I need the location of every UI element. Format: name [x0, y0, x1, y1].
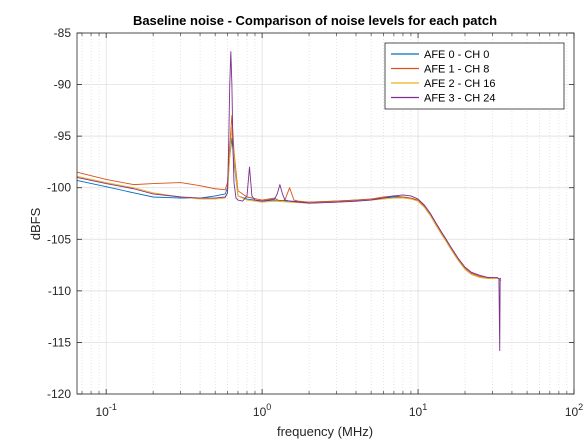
x-tick-label: 10-1 — [95, 402, 116, 419]
x-tick-label: 102 — [565, 402, 583, 419]
chart-title: Baseline noise - Comparison of noise lev… — [133, 13, 497, 28]
y-tick-label: -115 — [48, 335, 71, 349]
minor-grid — [81, 33, 568, 394]
series-line-2 — [76, 127, 502, 281]
legend-entry-2: AFE 2 - CH 16 — [424, 78, 496, 90]
y-axis-label: dBFS — [28, 207, 43, 240]
legend: AFE 0 - CH 0 AFE 1 - CH 8 AFE 2 - CH 16 AFE… — [384, 42, 565, 110]
y-tick-label: -85 — [54, 26, 72, 40]
y-tick-label: -95 — [54, 129, 72, 143]
y-tick-label: -120 — [47, 387, 71, 401]
x-tick-label: 100 — [253, 402, 271, 419]
series-line-1 — [76, 115, 502, 281]
series-lines — [76, 51, 502, 352]
legend-entry-1: AFE 1 - CH 8 — [424, 64, 489, 76]
x-tick-labels: 10-1 100 101 102 — [95, 402, 583, 419]
axis-ticks — [77, 32, 575, 395]
y-tick-label: -100 — [47, 181, 71, 195]
plot-frame — [76, 32, 575, 395]
y-tick-labels: -85 -90 -95 -100 -105 -110 -115 -120 — [47, 26, 71, 401]
x-tick-label: 101 — [409, 402, 427, 419]
legend-entry-0: AFE 0 - CH 0 — [424, 49, 489, 61]
y-tick-label: -105 — [47, 232, 71, 246]
x-axis-label: frequency (MHz) — [277, 424, 373, 439]
y-tick-label: -110 — [48, 284, 71, 298]
y-tick-label: -90 — [54, 78, 72, 92]
legend-entry-3: AFE 3 - CH 24 — [424, 93, 496, 105]
series-line-3 — [76, 51, 501, 352]
